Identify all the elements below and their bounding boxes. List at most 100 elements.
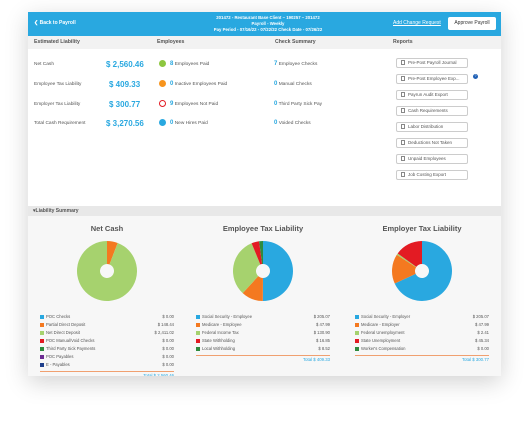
check-summary-item[interactable]: 0 Manual Checks <box>274 81 312 87</box>
legend-swatch <box>40 347 44 351</box>
estimated-liability-header: Estimated Liability <box>28 36 151 49</box>
chart-title: Employee Tax Liability <box>222 224 304 233</box>
chart-total: Total $ 2,560.46 <box>143 373 174 376</box>
legend-swatch <box>40 355 44 359</box>
report-unpaid-employees[interactable]: Unpaid Employees <box>396 154 468 164</box>
payroll-card: ❮ Back to Payroll 201472 - Restaurant Ba… <box>28 12 501 376</box>
legend-value: $ 205.07 <box>313 314 330 319</box>
chart-title: Net Cash <box>90 224 124 233</box>
legend-swatch <box>40 331 44 335</box>
legend-value: $ 2,411.02 <box>154 330 174 335</box>
back-to-payroll-link[interactable]: ❮ Back to Payroll <box>34 20 76 26</box>
check-summary-item[interactable]: 0 Voided Checks <box>274 120 311 126</box>
chart-title: Employer Tax Liability <box>382 224 462 233</box>
legend-swatch <box>196 315 200 319</box>
report-labor-distribution[interactable]: Labor Distribution <box>396 122 468 132</box>
report-pre-post-employee-exp[interactable]: Pre-Post Employee Exp... <box>396 74 468 84</box>
legend-label: Net Direct Deposit <box>46 330 80 335</box>
report-label: Labor Distribution <box>408 124 444 129</box>
liability-label: Net Cash <box>34 62 54 67</box>
report-label: Payrun Audit Export <box>408 92 448 97</box>
legend-value: $ 0.00 <box>162 314 174 319</box>
total-divider <box>355 355 489 356</box>
legend-label: State Unemployment <box>361 338 401 343</box>
legend-label: Local Withholding <box>202 346 236 351</box>
legend-value: $ 148.44 <box>157 322 174 327</box>
check-summary-item[interactable]: 0 Third Party Sick Pay <box>274 101 322 107</box>
legend-row: Social Security - Employee $ 205.07 <box>196 314 330 320</box>
liability-summary-toggle[interactable]: ▾Liability Summary <box>28 206 501 216</box>
donut-slice[interactable] <box>76 241 137 301</box>
donut-slice[interactable] <box>107 241 118 265</box>
legend-swatch <box>355 339 359 343</box>
donut-slice[interactable] <box>396 253 417 268</box>
liability-value: $ 2,560.46 <box>106 60 144 69</box>
employee-stat-label: Inactive Employees Paid <box>174 82 228 87</box>
add-change-request-link[interactable]: Add Change Request <box>393 20 441 26</box>
donut-chart <box>233 241 293 301</box>
report-payrun-audit-export[interactable]: Payrun Audit Export <box>396 90 468 100</box>
legend-value: $ 0.00 <box>162 346 174 351</box>
employee-count: 0 <box>170 81 174 87</box>
legend-row: POC Payables $ 0.00 <box>40 354 174 360</box>
legend-row: State Withholding $ 16.85 <box>196 338 330 344</box>
legend-row: Medicare - Employee $ 47.99 <box>196 322 330 328</box>
check-label: Voided Checks <box>278 121 311 126</box>
donut-slice[interactable] <box>397 241 422 267</box>
legend-row: Net Direct Deposit $ 2,411.02 <box>40 330 174 336</box>
legend-row: Worker's Compensation $ 0.00 <box>355 346 489 352</box>
check-count: 0 <box>274 120 278 126</box>
legend-row: State Unemployment $ 45.34 <box>355 338 489 344</box>
document-icon <box>401 172 405 177</box>
legend-swatch <box>355 315 359 319</box>
new-hire-icon <box>159 119 166 126</box>
liability-value: $ 3,270.56 <box>106 119 144 128</box>
report-cash-requirements[interactable]: Cash Requirements <box>396 106 468 116</box>
prohibited-icon <box>159 100 166 107</box>
legend-value: $ 47.99 <box>316 322 330 327</box>
legend-label: Worker's Compensation <box>361 346 406 351</box>
donut-slice[interactable] <box>392 254 417 284</box>
legend-swatch <box>196 323 200 327</box>
legend-row: POC Checks $ 0.00 <box>40 314 174 320</box>
liability-value: $ 300.77 <box>109 100 141 109</box>
report-label: Deductions Not Taken <box>408 140 452 145</box>
legend-value: $ 0.00 <box>162 338 174 343</box>
donut-slice[interactable] <box>259 241 263 265</box>
employee-stat: 0 New Hires Paid <box>170 120 208 126</box>
legend-row: E - Payables $ 0.00 <box>40 362 174 368</box>
legend-label: State Withholding <box>202 338 235 343</box>
legend-label: Federal Income Tax <box>202 330 239 335</box>
approve-payroll-button[interactable]: Approve Payroll <box>448 17 496 30</box>
employee-stat-label: New Hires Paid <box>174 121 208 126</box>
legend-value: $ 130.90 <box>313 330 330 335</box>
liability-label: Employer Tax Liability <box>34 102 81 107</box>
legend-swatch <box>196 339 200 343</box>
donut-slice[interactable] <box>262 241 293 301</box>
donut-slice[interactable] <box>233 243 261 294</box>
employee-count: 8 <box>170 61 174 67</box>
check-summary-item[interactable]: 7 Employee Checks <box>274 61 317 67</box>
liability-label: Total Cash Requirement <box>34 121 86 126</box>
back-label: Back to Payroll <box>39 20 76 26</box>
check-count: 0 <box>274 81 278 87</box>
liability-summary-label: Liability Summary <box>35 208 79 214</box>
legend-row: Social Security - Employer $ 205.07 <box>355 314 489 320</box>
pay-period-line: Pay Period - 07/16/22 - 07/22/22 Check D… <box>213 27 323 32</box>
legend-label: POC Checks <box>46 314 71 319</box>
legend-label: Medicare - Employer <box>361 322 400 327</box>
employee-stat: 0 Inactive Employees Paid <box>170 81 227 87</box>
legend-row: Medicare - Employer $ 47.99 <box>355 322 489 328</box>
report-deductions-not-taken[interactable]: Deductions Not Taken <box>396 138 468 148</box>
report-label: Cash Requirements <box>408 108 448 113</box>
help-icon[interactable]: ? <box>473 74 478 79</box>
legend-row: Partial Direct Deposit $ 148.44 <box>40 322 174 328</box>
legend-row: POC Manual/Void Checks $ 0.00 <box>40 338 174 344</box>
donut-slice[interactable] <box>251 241 263 265</box>
legend-label: Third Party Sick Payments <box>46 346 96 351</box>
report-job-costing-export[interactable]: Job Costing Export <box>396 170 468 180</box>
total-divider <box>40 371 174 372</box>
report-pre-post-payroll-journal[interactable]: Pre-Post Payroll Journal <box>396 58 468 68</box>
donut-slice[interactable] <box>242 276 263 301</box>
donut-slice[interactable] <box>394 241 452 301</box>
